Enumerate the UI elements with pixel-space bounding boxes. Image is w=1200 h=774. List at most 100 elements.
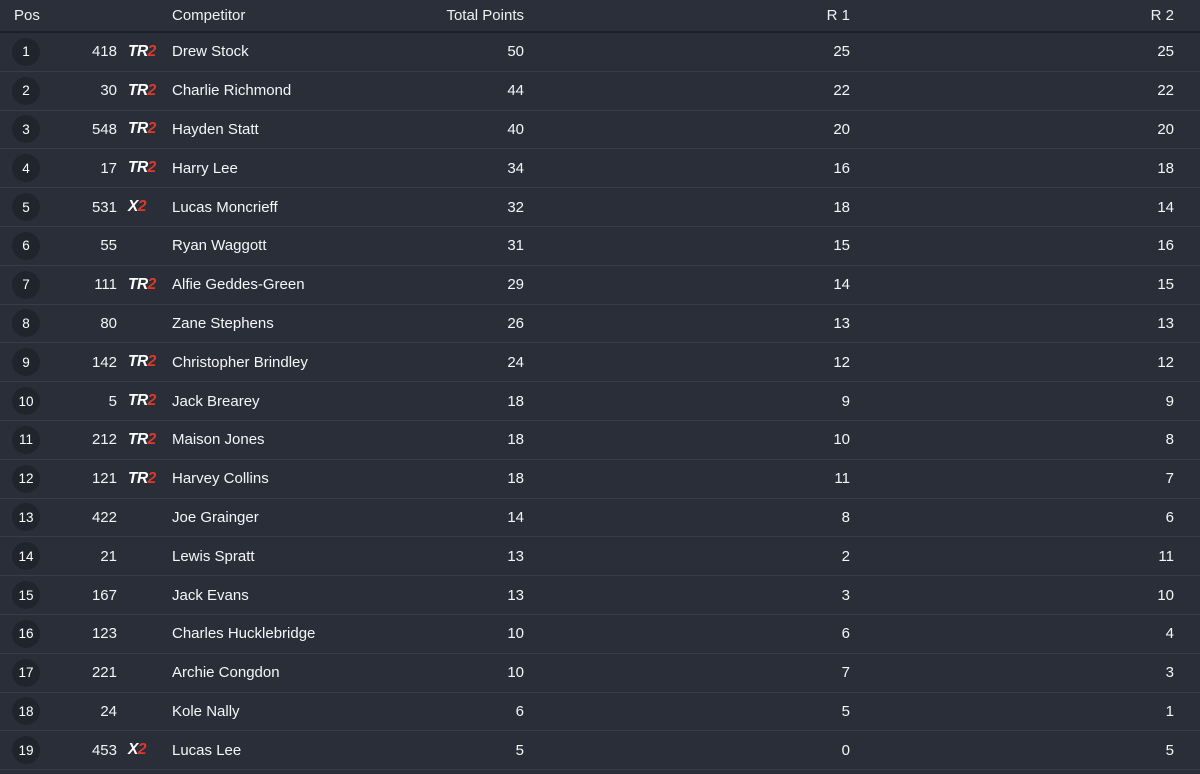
- competitor-number: 531: [91, 198, 117, 216]
- team-logo: TR2: [117, 470, 172, 488]
- table-row[interactable]: 16 123 Charles Hucklebridge 10 6 4: [0, 614, 1200, 654]
- round1-points-value: 5: [841, 702, 850, 720]
- team-logo: TR2: [117, 43, 172, 61]
- round1-points-value: 15: [833, 237, 850, 255]
- competitor-number: 121: [91, 470, 117, 488]
- competitor-name: Jack Brearey: [172, 392, 260, 410]
- team-logo-prefix: X: [128, 741, 138, 759]
- total-points-value: 6: [515, 702, 524, 720]
- position-badge: 15: [12, 581, 40, 610]
- round1-points-value: 8: [841, 508, 850, 526]
- table-header-row: Pos Competitor Total Points R 1 R 2: [0, 0, 1200, 33]
- team-logo: TR2: [117, 276, 172, 294]
- table-row[interactable]: 6 55 Ryan Waggott 31 15 16: [0, 226, 1200, 266]
- column-header-pos: Pos: [14, 7, 40, 24]
- competitor-name: Jack Evans: [172, 586, 249, 604]
- table-row[interactable]: 11 212 TR2 Maison Jones 18 10 8: [0, 420, 1200, 460]
- round1-points-value: 12: [833, 353, 850, 371]
- round1-points-value: 9: [841, 392, 850, 410]
- competitor-number: 17: [100, 159, 117, 177]
- round1-points-value: 16: [833, 159, 850, 177]
- table-row[interactable]: 5 531 X2 Lucas Moncrieff 32 18 14: [0, 188, 1200, 227]
- round1-points-value: 13: [833, 314, 850, 332]
- table-row[interactable]: 12 121 TR2 Harvey Collins 18 11 7: [0, 459, 1200, 499]
- position-cell: 16: [0, 619, 52, 648]
- total-points-value: 32: [507, 198, 524, 216]
- round2-points-value: 15: [1157, 276, 1174, 294]
- position-badge: 6: [12, 231, 40, 260]
- round2-points-value: 9: [1165, 392, 1174, 410]
- team-logo: TR2: [117, 431, 172, 449]
- competitor-number: 55: [100, 237, 117, 255]
- round2-points-value: 7: [1165, 470, 1174, 488]
- position-badge: 7: [12, 270, 40, 299]
- table-row[interactable]: 18 24 Kole Nally 6 5 1: [0, 692, 1200, 732]
- position-badge: 12: [12, 464, 40, 493]
- competitor-number: 5: [108, 392, 117, 410]
- table-row[interactable]: 10 5 TR2 Jack Brearey 18 9 9: [0, 382, 1200, 421]
- competitor-number: 167: [91, 586, 117, 604]
- position-cell: 19: [0, 736, 52, 765]
- round1-points-value: 7: [841, 664, 850, 682]
- team-logo-prefix: TR: [128, 353, 148, 371]
- table-row[interactable]: 13 422 Joe Grainger 14 8 6: [0, 498, 1200, 538]
- position-badge: 1: [12, 37, 40, 66]
- position-cell: 6: [0, 231, 52, 260]
- competitor-name: Christopher Brindley: [172, 353, 308, 371]
- competitor-number: 21: [100, 547, 117, 565]
- position-cell: 13: [0, 503, 52, 532]
- team-logo-prefix: TR: [128, 275, 148, 293]
- position-cell: 3: [0, 115, 52, 144]
- position-cell: 5: [0, 193, 52, 222]
- position-badge: 2: [12, 76, 40, 105]
- competitor-name: Charles Hucklebridge: [172, 625, 316, 643]
- team-logo-digit: 2: [147, 159, 157, 177]
- round1-points-value: 0: [841, 741, 850, 759]
- total-points-value: 44: [507, 82, 524, 100]
- table-row[interactable]: 15 167 Jack Evans 13 3 10: [0, 576, 1200, 615]
- round1-points-value: 20: [833, 120, 850, 138]
- table-row[interactable]: 17 221 Archie Congdon 10 7 3: [0, 653, 1200, 693]
- competitor-number: 453: [91, 741, 117, 759]
- team-logo: TR2: [117, 392, 172, 410]
- competitor-name: Lewis Spratt: [172, 547, 255, 565]
- competitor-number: 548: [91, 120, 117, 138]
- team-logo: TR2: [117, 120, 172, 138]
- competitor-number: 24: [100, 702, 117, 720]
- position-badge: 19: [12, 736, 40, 765]
- table-row[interactable]: 8 80 Zane Stephens 26 13 13: [0, 304, 1200, 344]
- column-header-competitor: Competitor: [172, 7, 246, 24]
- table-row[interactable]: 2 30 TR2 Charlie Richmond 44 22 22: [0, 71, 1200, 111]
- total-points-value: 5: [515, 741, 524, 759]
- position-badge: 3: [12, 115, 40, 144]
- round1-points-value: 6: [841, 625, 850, 643]
- team-logo-digit: 2: [147, 353, 157, 371]
- round1-points-value: 25: [833, 43, 850, 61]
- table-row[interactable]: 4 17 TR2 Harry Lee 34 16 18: [0, 149, 1200, 189]
- table-row[interactable]: 14 21 Lewis Spratt 13 2 11: [0, 537, 1200, 577]
- table-row[interactable]: 1 418 TR2 Drew Stock 50 25 25: [0, 33, 1200, 72]
- position-cell: 1: [0, 37, 52, 66]
- table-row[interactable]: 3 548 TR2 Hayden Statt 40 20 20: [0, 110, 1200, 150]
- column-header-r2: R 2: [1150, 7, 1174, 24]
- round1-points-value: 18: [833, 198, 850, 216]
- competitor-number: 221: [91, 664, 117, 682]
- round2-points-value: 14: [1157, 198, 1174, 216]
- round2-points-value: 25: [1157, 43, 1174, 61]
- position-cell: 14: [0, 542, 52, 571]
- total-points-value: 24: [507, 353, 524, 371]
- team-logo-digit: 2: [147, 120, 157, 138]
- total-points-value: 29: [507, 276, 524, 294]
- total-points-value: 34: [507, 159, 524, 177]
- competitor-name: Archie Congdon: [172, 664, 280, 682]
- team-logo-digit: 2: [147, 81, 157, 99]
- table-row[interactable]: 9 142 TR2 Christopher Brindley 24 12 12: [0, 343, 1200, 383]
- round2-points-value: 3: [1165, 664, 1174, 682]
- team-logo-prefix: TR: [128, 81, 148, 99]
- table-row[interactable]: 7 111 TR2 Alfie Geddes-Green 29 14 15: [0, 265, 1200, 305]
- table-row[interactable]: 19 453 X2 Lucas Lee 5 0 5: [0, 731, 1200, 771]
- competitor-name: Lucas Moncrieff: [172, 198, 278, 216]
- competitor-name: Harry Lee: [172, 159, 238, 177]
- position-cell: 8: [0, 309, 52, 338]
- team-logo-digit: 2: [147, 469, 157, 487]
